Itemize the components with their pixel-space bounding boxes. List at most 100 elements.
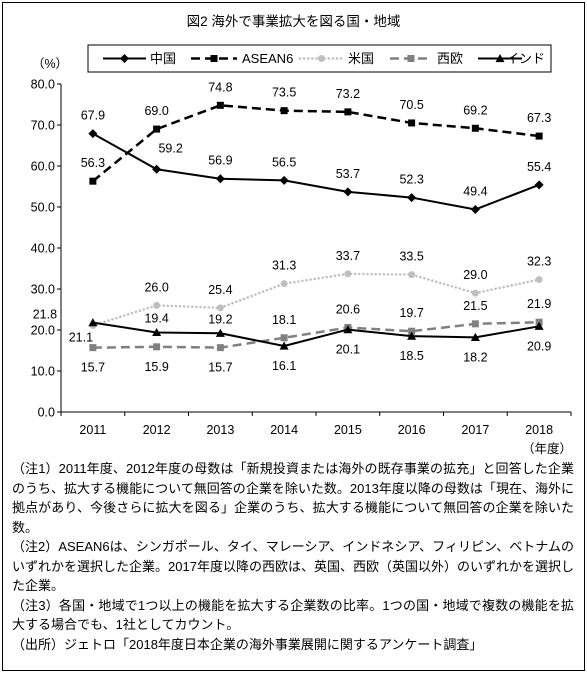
series-line xyxy=(92,132,540,211)
plot-area: 0.0 10.0 20.0 30.0 40.0 50.0 60.0 70.0 80.0 2011 2… xyxy=(31,78,572,437)
data-label: 49.4 xyxy=(463,184,487,198)
y-tick-label: 10.0 xyxy=(31,365,55,379)
data-label: 15.9 xyxy=(144,360,168,374)
data-point xyxy=(280,280,288,288)
data-point xyxy=(407,193,417,203)
data-point xyxy=(471,320,479,328)
legend-item-india: インド xyxy=(478,51,545,66)
note-3: （注3）各国・地域で1つ以上の機能を拡大する企業数の比率。1つの国・地域で複数の… xyxy=(12,597,574,633)
data-label: 73.5 xyxy=(272,86,296,100)
data-point xyxy=(343,187,353,197)
data-point xyxy=(153,301,161,309)
x-tick-label: 2017 xyxy=(461,423,489,437)
data-point xyxy=(215,328,225,337)
x-tick-label: 2012 xyxy=(143,423,171,437)
data-point xyxy=(280,334,288,342)
series-china xyxy=(88,129,544,214)
data-label: 25.4 xyxy=(208,283,232,297)
data-label: 31.3 xyxy=(272,259,296,273)
data-point xyxy=(153,343,161,351)
data-point xyxy=(471,289,479,297)
data-label: 59.2 xyxy=(158,141,182,155)
data-point xyxy=(471,124,479,132)
data-label: 18.1 xyxy=(272,313,296,327)
data-point xyxy=(216,304,224,312)
data-label: 67.9 xyxy=(81,109,105,123)
data-point xyxy=(534,180,544,190)
data-label: 33.5 xyxy=(399,250,423,264)
legend-item-western-europe: 西欧 xyxy=(390,51,463,66)
data-point xyxy=(408,271,416,279)
data-label: 19.2 xyxy=(208,312,232,326)
data-point xyxy=(344,108,352,116)
data-label: 29.0 xyxy=(463,268,487,282)
chart-title: 図2 海外で事業拡大を図る国・地域 xyxy=(187,14,401,29)
data-point xyxy=(344,270,352,278)
x-axis-title: （年度） xyxy=(522,441,572,456)
legend-label: インド xyxy=(506,51,545,66)
note-2: （注2）ASEAN6は、シンガポール、タイ、マレーシア、インドネシア、フィリピン… xyxy=(12,539,574,593)
data-label: 52.3 xyxy=(399,173,423,187)
legend-label: 米国 xyxy=(348,51,374,66)
data-point xyxy=(279,341,289,350)
x-tick-label: 2011 xyxy=(79,423,106,437)
series-asean6 xyxy=(89,101,543,185)
y-tick-label: 70.0 xyxy=(31,119,55,133)
data-point xyxy=(89,177,97,185)
data-point xyxy=(88,318,98,327)
data-point xyxy=(535,132,543,140)
legend-marker xyxy=(495,54,505,63)
x-tick-label: 2016 xyxy=(398,423,426,437)
notes: （注1）2011年度、2012年度の母数は「新規投資または海外の既存事業の拡充」… xyxy=(12,459,574,654)
data-label: 56.9 xyxy=(208,154,232,168)
data-point xyxy=(408,119,416,127)
legend-item-usa: 米国 xyxy=(298,51,374,66)
data-label: 19.4 xyxy=(144,311,168,325)
legend-marker xyxy=(407,55,415,62)
legend-marker xyxy=(120,54,129,63)
data-point xyxy=(535,276,543,284)
data-point xyxy=(408,327,416,335)
data-label: 32.3 xyxy=(527,255,551,269)
data-label: 19.7 xyxy=(399,306,423,320)
data-point xyxy=(280,107,288,115)
y-tick-label: 20.0 xyxy=(31,324,55,338)
data-point xyxy=(534,321,544,330)
data-label: 21.8 xyxy=(33,308,57,322)
x-tick-label: 2013 xyxy=(206,423,234,437)
y-tick-label: 50.0 xyxy=(31,201,55,215)
y-tick-label: 40.0 xyxy=(31,242,55,256)
data-point xyxy=(89,344,97,352)
data-point xyxy=(153,125,161,133)
legend-box xyxy=(87,44,552,73)
data-label: 21.5 xyxy=(463,299,487,313)
data-label: 55.4 xyxy=(527,160,551,174)
data-label: 69.0 xyxy=(144,104,168,118)
x-tick-label: 2018 xyxy=(525,423,553,437)
data-label: 53.7 xyxy=(336,167,360,181)
data-label: 73.2 xyxy=(336,87,360,101)
y-axis-title: （%） xyxy=(32,57,68,71)
legend-item-asean6: ASEAN6 xyxy=(191,51,293,66)
data-label: 70.5 xyxy=(399,98,423,112)
y-tick-label: 30.0 xyxy=(31,283,55,297)
data-point xyxy=(216,344,224,352)
data-labels: 67.9 59.2 56.9 56.5 53.7 52.3 49.4 55.4 56.3 69.0… xyxy=(33,80,552,374)
data-label: 21.1 xyxy=(69,330,93,344)
data-label: 20.9 xyxy=(527,339,551,353)
x-tick-label: 2015 xyxy=(334,423,362,437)
series-line xyxy=(91,272,541,327)
data-point xyxy=(279,175,289,185)
legend: 中国 ASEAN6 米国 西欧 インド xyxy=(87,44,552,73)
y-tick-label: 80.0 xyxy=(31,78,55,92)
series-india xyxy=(88,318,544,350)
data-label: 21.9 xyxy=(527,297,551,311)
legend-label: ASEAN6 xyxy=(242,51,293,66)
data-point xyxy=(470,204,480,214)
legend-item-china: 中国 xyxy=(103,51,176,66)
data-label: 56.5 xyxy=(272,155,296,169)
series-line xyxy=(92,321,540,347)
y-tick-label: 0.0 xyxy=(38,406,55,420)
data-point xyxy=(470,332,480,341)
